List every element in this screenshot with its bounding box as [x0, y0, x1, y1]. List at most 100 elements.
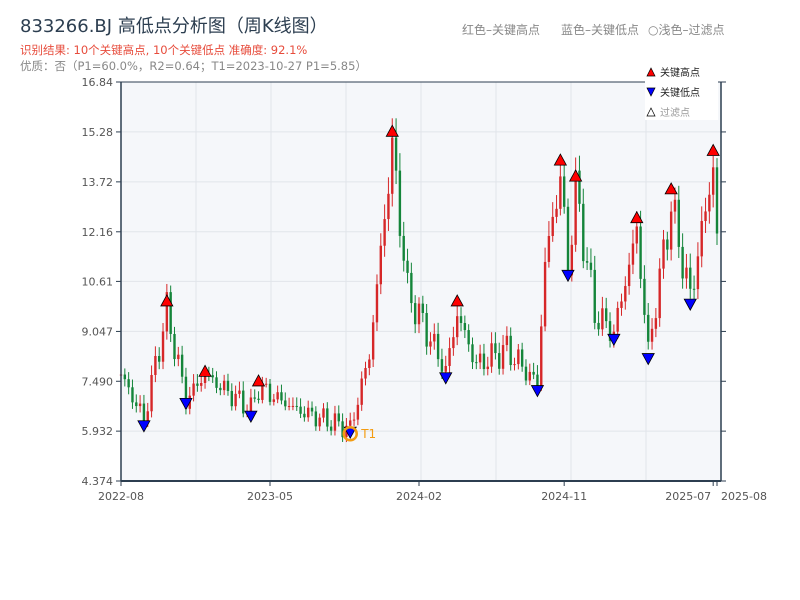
- t1-label: T1: [360, 427, 376, 441]
- candle-body: [605, 308, 608, 322]
- candle-body: [436, 333, 440, 360]
- key-low-marker: [607, 333, 621, 347]
- candle-body: [551, 216, 554, 236]
- candle-body: [513, 364, 516, 366]
- candle-body: [410, 272, 413, 304]
- candle-body: [536, 374, 539, 388]
- candle-body: [528, 371, 531, 381]
- key-high-marker: [664, 182, 678, 195]
- y-tick-label: 7.490: [82, 375, 114, 388]
- candle-body: [211, 375, 214, 378]
- key-high-marker: [568, 169, 583, 182]
- x-tick-label: 2024-02: [396, 490, 442, 503]
- candle-body: [421, 303, 425, 313]
- candle-body: [371, 322, 375, 360]
- candle-body: [555, 208, 558, 217]
- key-high-marker: [198, 364, 212, 377]
- key-low-marker: [137, 420, 151, 433]
- x-tick-label: 2022-08: [98, 490, 144, 503]
- chart-title: 833266.BJ 高低点分析图（周K线图）: [20, 16, 328, 37]
- candle-body: [203, 374, 207, 383]
- candle-body: [360, 378, 363, 405]
- candle-body: [284, 400, 287, 407]
- candle-body: [448, 348, 451, 366]
- candle-body: [578, 170, 581, 204]
- candle-body: [658, 268, 661, 319]
- candle-body: [272, 399, 276, 402]
- candle-body: [692, 288, 696, 290]
- candle-body: [715, 167, 719, 234]
- y-tick-label: 15.28: [82, 126, 114, 139]
- candle-body: [540, 326, 543, 388]
- candle-body: [681, 246, 684, 279]
- candle-body: [257, 398, 260, 400]
- candle-body: [429, 341, 432, 347]
- candle-body: [291, 405, 295, 407]
- candle-body: [200, 382, 203, 386]
- key-high-marker: [160, 294, 174, 307]
- candle-body: [635, 226, 638, 244]
- key-low-marker: [530, 385, 545, 398]
- x-tick-label: 2024-11: [541, 490, 587, 503]
- candle-body: [417, 303, 421, 325]
- candle-body: [643, 278, 646, 315]
- legend-filtered-icon: [646, 107, 656, 117]
- legend-label: 关键高点: [660, 66, 700, 79]
- legend-high-icon: [646, 67, 656, 77]
- candle-body: [307, 407, 310, 418]
- candle-body: [486, 366, 489, 370]
- candle-body: [383, 219, 386, 246]
- candle-body: [154, 355, 157, 375]
- candle-body: [337, 413, 340, 422]
- hint-filtered: ○浅色–过滤点: [648, 23, 725, 37]
- candle-body: [387, 193, 390, 220]
- candle-body: [215, 377, 218, 388]
- candle-body: [184, 376, 188, 409]
- candle-body: [524, 366, 528, 381]
- candle-body: [391, 137, 394, 194]
- candle-body: [322, 408, 325, 418]
- y-tick-label: 16.84: [82, 76, 114, 89]
- key-low-marker: [641, 353, 655, 366]
- candle-body: [543, 261, 547, 327]
- key-high-marker: [706, 143, 720, 156]
- candle-body: [711, 167, 715, 195]
- candle-body: [249, 397, 253, 413]
- candle-body: [329, 426, 333, 431]
- candle-body: [238, 390, 241, 394]
- candle-body: [689, 267, 692, 289]
- y-tick-label: 10.61: [82, 275, 114, 288]
- candle-body: [398, 170, 402, 236]
- candle-body: [456, 316, 459, 338]
- candle-body: [654, 318, 658, 329]
- candle-body: [169, 292, 172, 334]
- key-high-marker: [251, 374, 266, 387]
- candle-body: [624, 286, 627, 302]
- quality-line: 优质：否（P1=60.0%，R2=0.64；T1=2023-10-27 P1=5…: [20, 59, 367, 73]
- candle-body: [582, 203, 585, 262]
- candle-body: [341, 421, 344, 438]
- candle-body: [574, 170, 577, 245]
- y-tick-label: 13.72: [82, 176, 114, 189]
- candle-body: [222, 380, 226, 391]
- candle-body: [696, 256, 700, 290]
- candle-body: [467, 330, 470, 345]
- candle-body: [138, 403, 142, 407]
- candle-body: [482, 353, 486, 370]
- key-high-marker: [450, 294, 464, 307]
- legend-label: 关键低点: [660, 86, 700, 99]
- candle-body: [379, 245, 382, 285]
- candle-body: [547, 235, 551, 262]
- candle-body: [650, 328, 654, 342]
- legend-box: [645, 62, 718, 120]
- y-tick-label: 4.374: [82, 475, 114, 488]
- candle-body: [589, 262, 593, 270]
- y-tick-label: 12.16: [82, 226, 114, 239]
- candle-body: [471, 344, 474, 363]
- candle-body: [433, 333, 436, 342]
- candle-body: [406, 260, 409, 273]
- candle-body: [490, 343, 493, 367]
- candle-body: [608, 321, 612, 341]
- candle-body: [616, 307, 619, 332]
